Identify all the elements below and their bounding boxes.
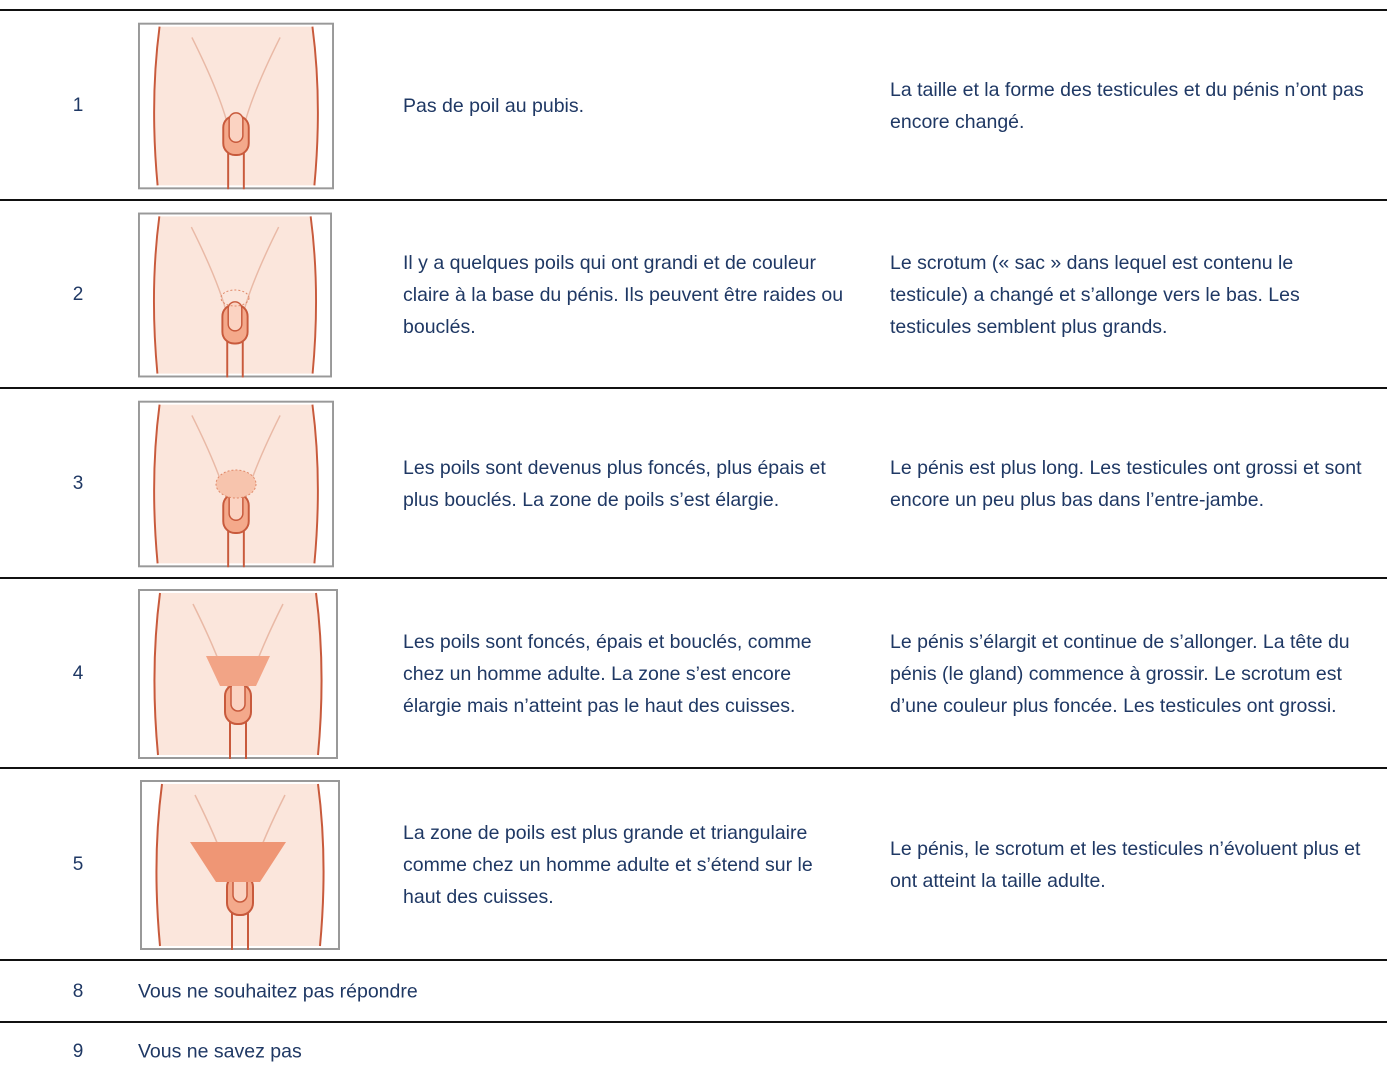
row-rule <box>0 387 1387 389</box>
option-label: Vous ne souhaitez pas répondre <box>138 980 418 1002</box>
row-number: 1 <box>72 94 84 116</box>
table-row: 4 Les poils sont foncés, épais et bouclé… <box>0 579 1387 768</box>
row-rule <box>0 959 1387 961</box>
row-number: 5 <box>72 853 84 875</box>
hair-description: Les poils sont foncés, épais et bouclés,… <box>403 630 812 717</box>
row-rule <box>0 1021 1387 1023</box>
illustration <box>138 399 334 569</box>
hair-description: Les poils sont devenus plus foncés, plus… <box>403 456 826 511</box>
option-label: Vous ne savez pas <box>138 1040 302 1062</box>
row-number: 2 <box>72 283 84 305</box>
row-rule <box>0 577 1387 579</box>
illustration <box>138 780 342 950</box>
genital-description: La taille et la forme des testicules et … <box>890 78 1364 133</box>
genital-description: Le pénis, le scrotum et les testicules n… <box>890 837 1361 892</box>
hair-description: La zone de poils est plus grande et tria… <box>403 821 813 908</box>
row-number: 9 <box>72 1040 84 1062</box>
table-row: 1 Pas de poil au pubis. La taille et la … <box>0 11 1387 200</box>
genital-description: Le pénis est plus long. Les testicules o… <box>890 456 1362 511</box>
row-number: 4 <box>72 662 84 684</box>
row-rule <box>0 199 1387 201</box>
illustration <box>138 586 338 762</box>
table-row: 3 Les poils sont devenus plus foncés, pl… <box>0 389 1387 578</box>
illustration <box>138 20 334 192</box>
table-row: 9 Vous ne savez pas <box>0 1023 1387 1080</box>
hair-description: Il y a quelques poils qui ont grandi et … <box>403 251 844 338</box>
table-row: 2 Il y a quelques poils qui ont grandi e… <box>0 201 1387 388</box>
row-number: 3 <box>72 472 84 494</box>
genital-description: Le pénis s’élargit et continue de s’allo… <box>890 630 1350 717</box>
genital-description: Le scrotum (« sac » dans lequel est cont… <box>890 251 1300 338</box>
row-number: 8 <box>72 980 84 1002</box>
row-rule <box>0 767 1387 769</box>
row-rule <box>0 9 1387 11</box>
table-row: 8 Vous ne souhaitez pas répondre <box>0 961 1387 1022</box>
hair-description: Pas de poil au pubis. <box>403 94 585 117</box>
illustration <box>138 210 332 380</box>
table-row: 5 La zone de poils est plus grande et tr… <box>0 769 1387 960</box>
